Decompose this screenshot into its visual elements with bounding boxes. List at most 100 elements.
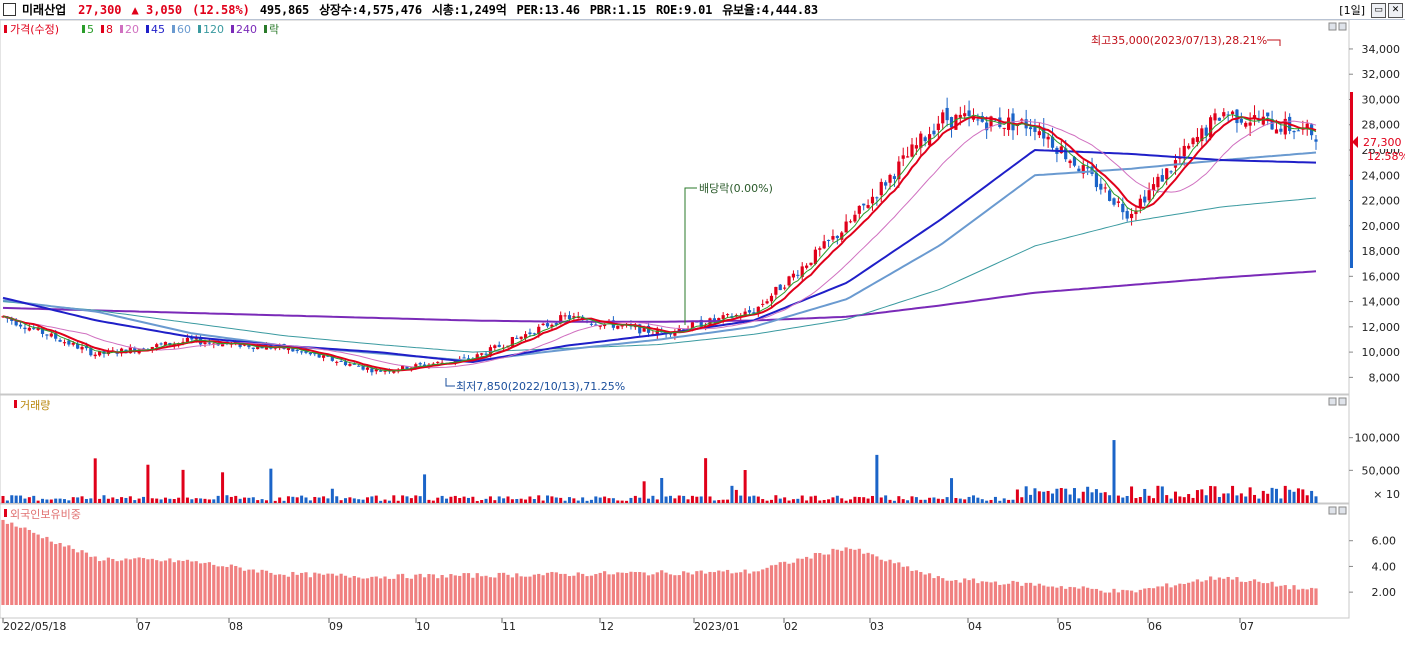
candle[interactable]: [774, 286, 778, 300]
candle[interactable]: [1143, 190, 1147, 206]
candle[interactable]: [515, 335, 519, 339]
candle[interactable]: [998, 107, 1002, 129]
candle[interactable]: [1160, 168, 1164, 182]
candle[interactable]: [1037, 122, 1041, 138]
candle[interactable]: [787, 275, 791, 288]
candle[interactable]: [62, 339, 67, 346]
candle[interactable]: [572, 312, 576, 321]
candle[interactable]: [1226, 111, 1230, 122]
candle[interactable]: [826, 239, 831, 247]
panel-corner-icons[interactable]: [1328, 22, 1347, 515]
candle[interactable]: [23, 323, 27, 334]
candle[interactable]: [1125, 207, 1129, 222]
candle[interactable]: [1314, 134, 1318, 150]
candle[interactable]: [945, 97, 949, 127]
candle[interactable]: [985, 116, 989, 139]
candle[interactable]: [875, 196, 879, 206]
candle[interactable]: [27, 323, 31, 332]
candle[interactable]: [936, 115, 940, 140]
candle[interactable]: [598, 324, 602, 330]
candle[interactable]: [370, 365, 374, 376]
restore-icon[interactable]: ▭: [1371, 2, 1386, 18]
close-icon[interactable]: ✕: [1388, 2, 1403, 18]
period-selector[interactable]: [1일]: [1339, 4, 1365, 17]
candle[interactable]: [892, 173, 897, 187]
candle[interactable]: [840, 231, 844, 243]
candle[interactable]: [361, 365, 365, 371]
candle[interactable]: [761, 299, 765, 308]
candle[interactable]: [747, 306, 752, 315]
candle[interactable]: [831, 229, 835, 243]
candle[interactable]: [862, 203, 866, 211]
candle[interactable]: [1138, 194, 1142, 214]
candle[interactable]: [1252, 105, 1257, 126]
candle[interactable]: [910, 137, 914, 158]
candle[interactable]: [493, 344, 497, 351]
candle[interactable]: [1134, 206, 1138, 221]
candle[interactable]: [563, 312, 567, 320]
candle[interactable]: [813, 246, 817, 266]
candle[interactable]: [1151, 177, 1156, 199]
candle[interactable]: [98, 351, 102, 357]
candle[interactable]: [791, 270, 796, 281]
candle[interactable]: [1108, 188, 1112, 202]
candle[interactable]: [822, 234, 826, 250]
candle[interactable]: [1213, 108, 1217, 125]
candle[interactable]: [1209, 115, 1213, 141]
candle[interactable]: [1046, 133, 1050, 148]
candle[interactable]: [963, 105, 967, 120]
candle[interactable]: [616, 325, 620, 330]
candle[interactable]: [251, 347, 255, 352]
candle[interactable]: [45, 334, 49, 340]
candle[interactable]: [844, 214, 848, 233]
candle[interactable]: [1112, 197, 1116, 207]
candle[interactable]: [567, 311, 572, 323]
candle[interactable]: [870, 188, 875, 211]
candle[interactable]: [765, 298, 769, 305]
candle[interactable]: [308, 352, 312, 356]
candle[interactable]: [440, 360, 444, 364]
candle[interactable]: [1002, 127, 1006, 137]
candle[interactable]: [76, 340, 80, 350]
candle[interactable]: [1072, 155, 1077, 168]
candle[interactable]: [1279, 123, 1283, 135]
candle[interactable]: [1187, 143, 1191, 150]
candle[interactable]: [884, 180, 888, 190]
candle[interactable]: [159, 342, 163, 346]
candle[interactable]: [1103, 183, 1107, 193]
candle[interactable]: [519, 336, 523, 342]
candle[interactable]: [462, 354, 466, 359]
candle[interactable]: [1050, 127, 1055, 151]
select-checkbox[interactable]: [3, 3, 16, 16]
candle[interactable]: [541, 322, 545, 326]
candle[interactable]: [1081, 160, 1085, 179]
candle[interactable]: [818, 246, 822, 257]
candle[interactable]: [1217, 117, 1221, 122]
candle[interactable]: [1200, 125, 1204, 149]
candle[interactable]: [1156, 173, 1160, 193]
candle[interactable]: [919, 131, 923, 157]
candle[interactable]: [756, 306, 760, 317]
candle[interactable]: [857, 205, 861, 219]
candle[interactable]: [835, 235, 839, 245]
candle[interactable]: [1248, 112, 1252, 137]
candle[interactable]: [1086, 161, 1090, 176]
candle[interactable]: [1129, 208, 1134, 226]
candle[interactable]: [523, 331, 528, 342]
candle[interactable]: [93, 352, 97, 359]
candle[interactable]: [1195, 128, 1200, 147]
candle[interactable]: [932, 123, 936, 137]
candle[interactable]: [954, 113, 958, 131]
candle[interactable]: [805, 263, 809, 270]
candle[interactable]: [633, 322, 637, 330]
candle[interactable]: [853, 210, 857, 223]
candle[interactable]: [480, 352, 484, 357]
candle[interactable]: [809, 262, 813, 267]
candle[interactable]: [1068, 159, 1072, 169]
candle[interactable]: [796, 270, 800, 279]
candle[interactable]: [1261, 109, 1265, 126]
candle[interactable]: [1244, 121, 1248, 129]
candle[interactable]: [1239, 112, 1243, 125]
stock-chart[interactable]: 8,000 10,000 12,000 14,000 16,000 18,000 20,00…: [0, 20, 1405, 648]
candle[interactable]: [589, 322, 594, 327]
